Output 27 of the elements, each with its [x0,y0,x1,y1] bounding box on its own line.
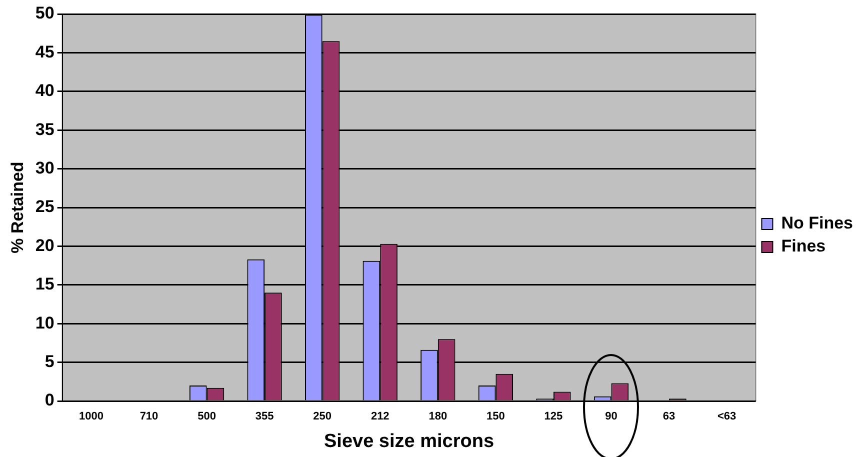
y-tick-label: 45 [35,42,54,62]
x-tick-label: 1000 [78,410,104,423]
y-tick-label: 20 [35,236,54,255]
x-tick-label: 710 [140,410,158,423]
x-tick-label: 125 [544,410,563,423]
x-tick-label: 355 [255,410,274,423]
y-tick-label: 35 [35,120,54,139]
y-tick-label: 40 [35,81,54,100]
x-tick-label: 212 [370,410,390,423]
x-tick-label: <63 [717,410,736,423]
x-tick-label: 90 [605,410,618,423]
x-tick-label: 500 [198,410,216,423]
y-tick-label: 25 [35,197,54,216]
x-tick-label: 180 [428,410,448,423]
x-tick-label: 63 [662,410,676,423]
x-tick-label: 150 [486,410,505,423]
y-axis-title: % Retained [8,162,27,254]
y-tick-label: 5 [44,352,54,371]
y-tick-label: 10 [35,313,54,332]
y-tick-label: 50 [35,4,54,23]
x-axis-title: Sieve size microns [324,430,494,452]
legend-label: No Fines [781,214,854,233]
y-tick-label: 30 [35,158,54,178]
y-tick-label: 15 [35,274,54,294]
x-tick-label: 250 [313,410,332,423]
y-tick-label: 0 [44,390,54,410]
legend-label: Fines [781,236,826,256]
